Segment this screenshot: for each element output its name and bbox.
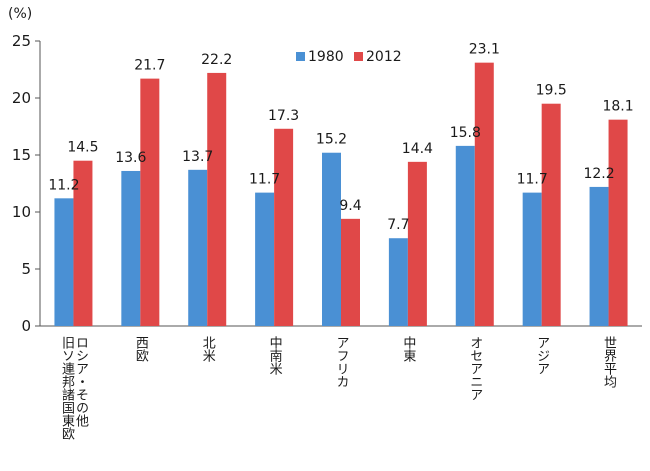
legend: 1980 2012 — [296, 49, 402, 65]
category-label-line: アジア — [534, 336, 550, 375]
bar-2012 — [140, 78, 160, 327]
y-tick-label: 15 — [12, 146, 31, 164]
data-label-1980: 13.6 — [115, 150, 146, 166]
bar-2012 — [207, 72, 227, 326]
category-label: ロシア・その他 旧ソ連邦諸国東欧 — [58, 336, 88, 440]
bar-2012 — [608, 119, 628, 326]
category-label: 中東 — [400, 336, 416, 362]
bar-2012 — [73, 160, 93, 326]
category-label-line: ロシア・その他 — [72, 336, 88, 427]
data-label-1980: 7.7 — [387, 217, 409, 233]
category-label-line: オセアニア — [467, 336, 483, 401]
bar-2012 — [274, 128, 294, 326]
category-label: アフリカ — [333, 336, 349, 388]
y-tick-label: 0 — [21, 317, 31, 335]
data-label-1980: 11.2 — [48, 177, 79, 193]
category-label-line: アフリカ — [333, 336, 349, 388]
bar-1980 — [121, 170, 141, 326]
category-label-line: 北米 — [199, 336, 215, 362]
data-label-2012: 23.1 — [469, 42, 500, 58]
category-label-line: 旧ソ連邦諸国東欧 — [58, 336, 74, 440]
legend-swatch — [296, 52, 305, 61]
legend-swatch — [354, 52, 363, 61]
category-label: オセアニア — [467, 336, 483, 401]
data-label-1980: 15.8 — [450, 125, 481, 141]
bar-2012 — [341, 218, 360, 326]
category-label: 中南米 — [266, 336, 282, 375]
data-label-2012: 19.5 — [536, 83, 567, 99]
y-tick-label: 10 — [12, 203, 31, 221]
category-label-line: 世界平均 — [601, 336, 617, 388]
data-label-1980: 11.7 — [517, 172, 548, 188]
bar-1980 — [255, 192, 275, 326]
category-label: アジア — [534, 336, 550, 375]
data-label-2012: 18.1 — [602, 99, 633, 115]
bar-1980 — [522, 192, 542, 326]
data-label-2012: 9.4 — [339, 198, 361, 214]
data-label-2012: 21.7 — [134, 58, 165, 74]
category-label: 世界平均 — [601, 336, 617, 388]
data-label-2012: 17.3 — [268, 108, 299, 124]
bar-1980 — [589, 186, 609, 326]
y-tick-label: 25 — [12, 32, 31, 50]
data-labels: 11.2 14.5 13.6 21.7 13.7 22.2 11.7 17.3 15.2 9.4 7… — [48, 42, 633, 234]
bar-2012 — [407, 161, 427, 326]
data-label-2012: 14.5 — [67, 140, 98, 156]
category-label: 北米 — [199, 336, 215, 362]
bar-1980 — [455, 145, 475, 326]
category-label-line: 中東 — [400, 336, 416, 362]
bar-1980 — [54, 198, 74, 326]
bars — [54, 62, 628, 327]
bar-1980 — [388, 238, 408, 326]
y-unit-label: (%) — [8, 6, 32, 22]
data-label-1980: 13.7 — [182, 149, 213, 165]
category-label-line: 中南米 — [266, 336, 282, 375]
legend-label: 2012 — [366, 49, 402, 65]
data-label-2012: 22.2 — [201, 52, 232, 68]
bar-1980 — [188, 169, 208, 326]
data-label-1980: 12.2 — [583, 166, 614, 182]
category-label-line: 西欧 — [132, 336, 148, 362]
bar-1980 — [322, 152, 341, 326]
y-tick-label: 5 — [21, 260, 31, 278]
category-label: 西欧 — [132, 336, 148, 362]
y-tick-label: 20 — [12, 89, 31, 107]
legend-label: 1980 — [308, 49, 344, 65]
bar-2012 — [474, 62, 494, 326]
bar-2012 — [541, 103, 561, 326]
data-label-1980: 15.2 — [316, 132, 347, 148]
data-label-2012: 14.4 — [402, 141, 433, 157]
data-label-1980: 11.7 — [249, 172, 280, 188]
